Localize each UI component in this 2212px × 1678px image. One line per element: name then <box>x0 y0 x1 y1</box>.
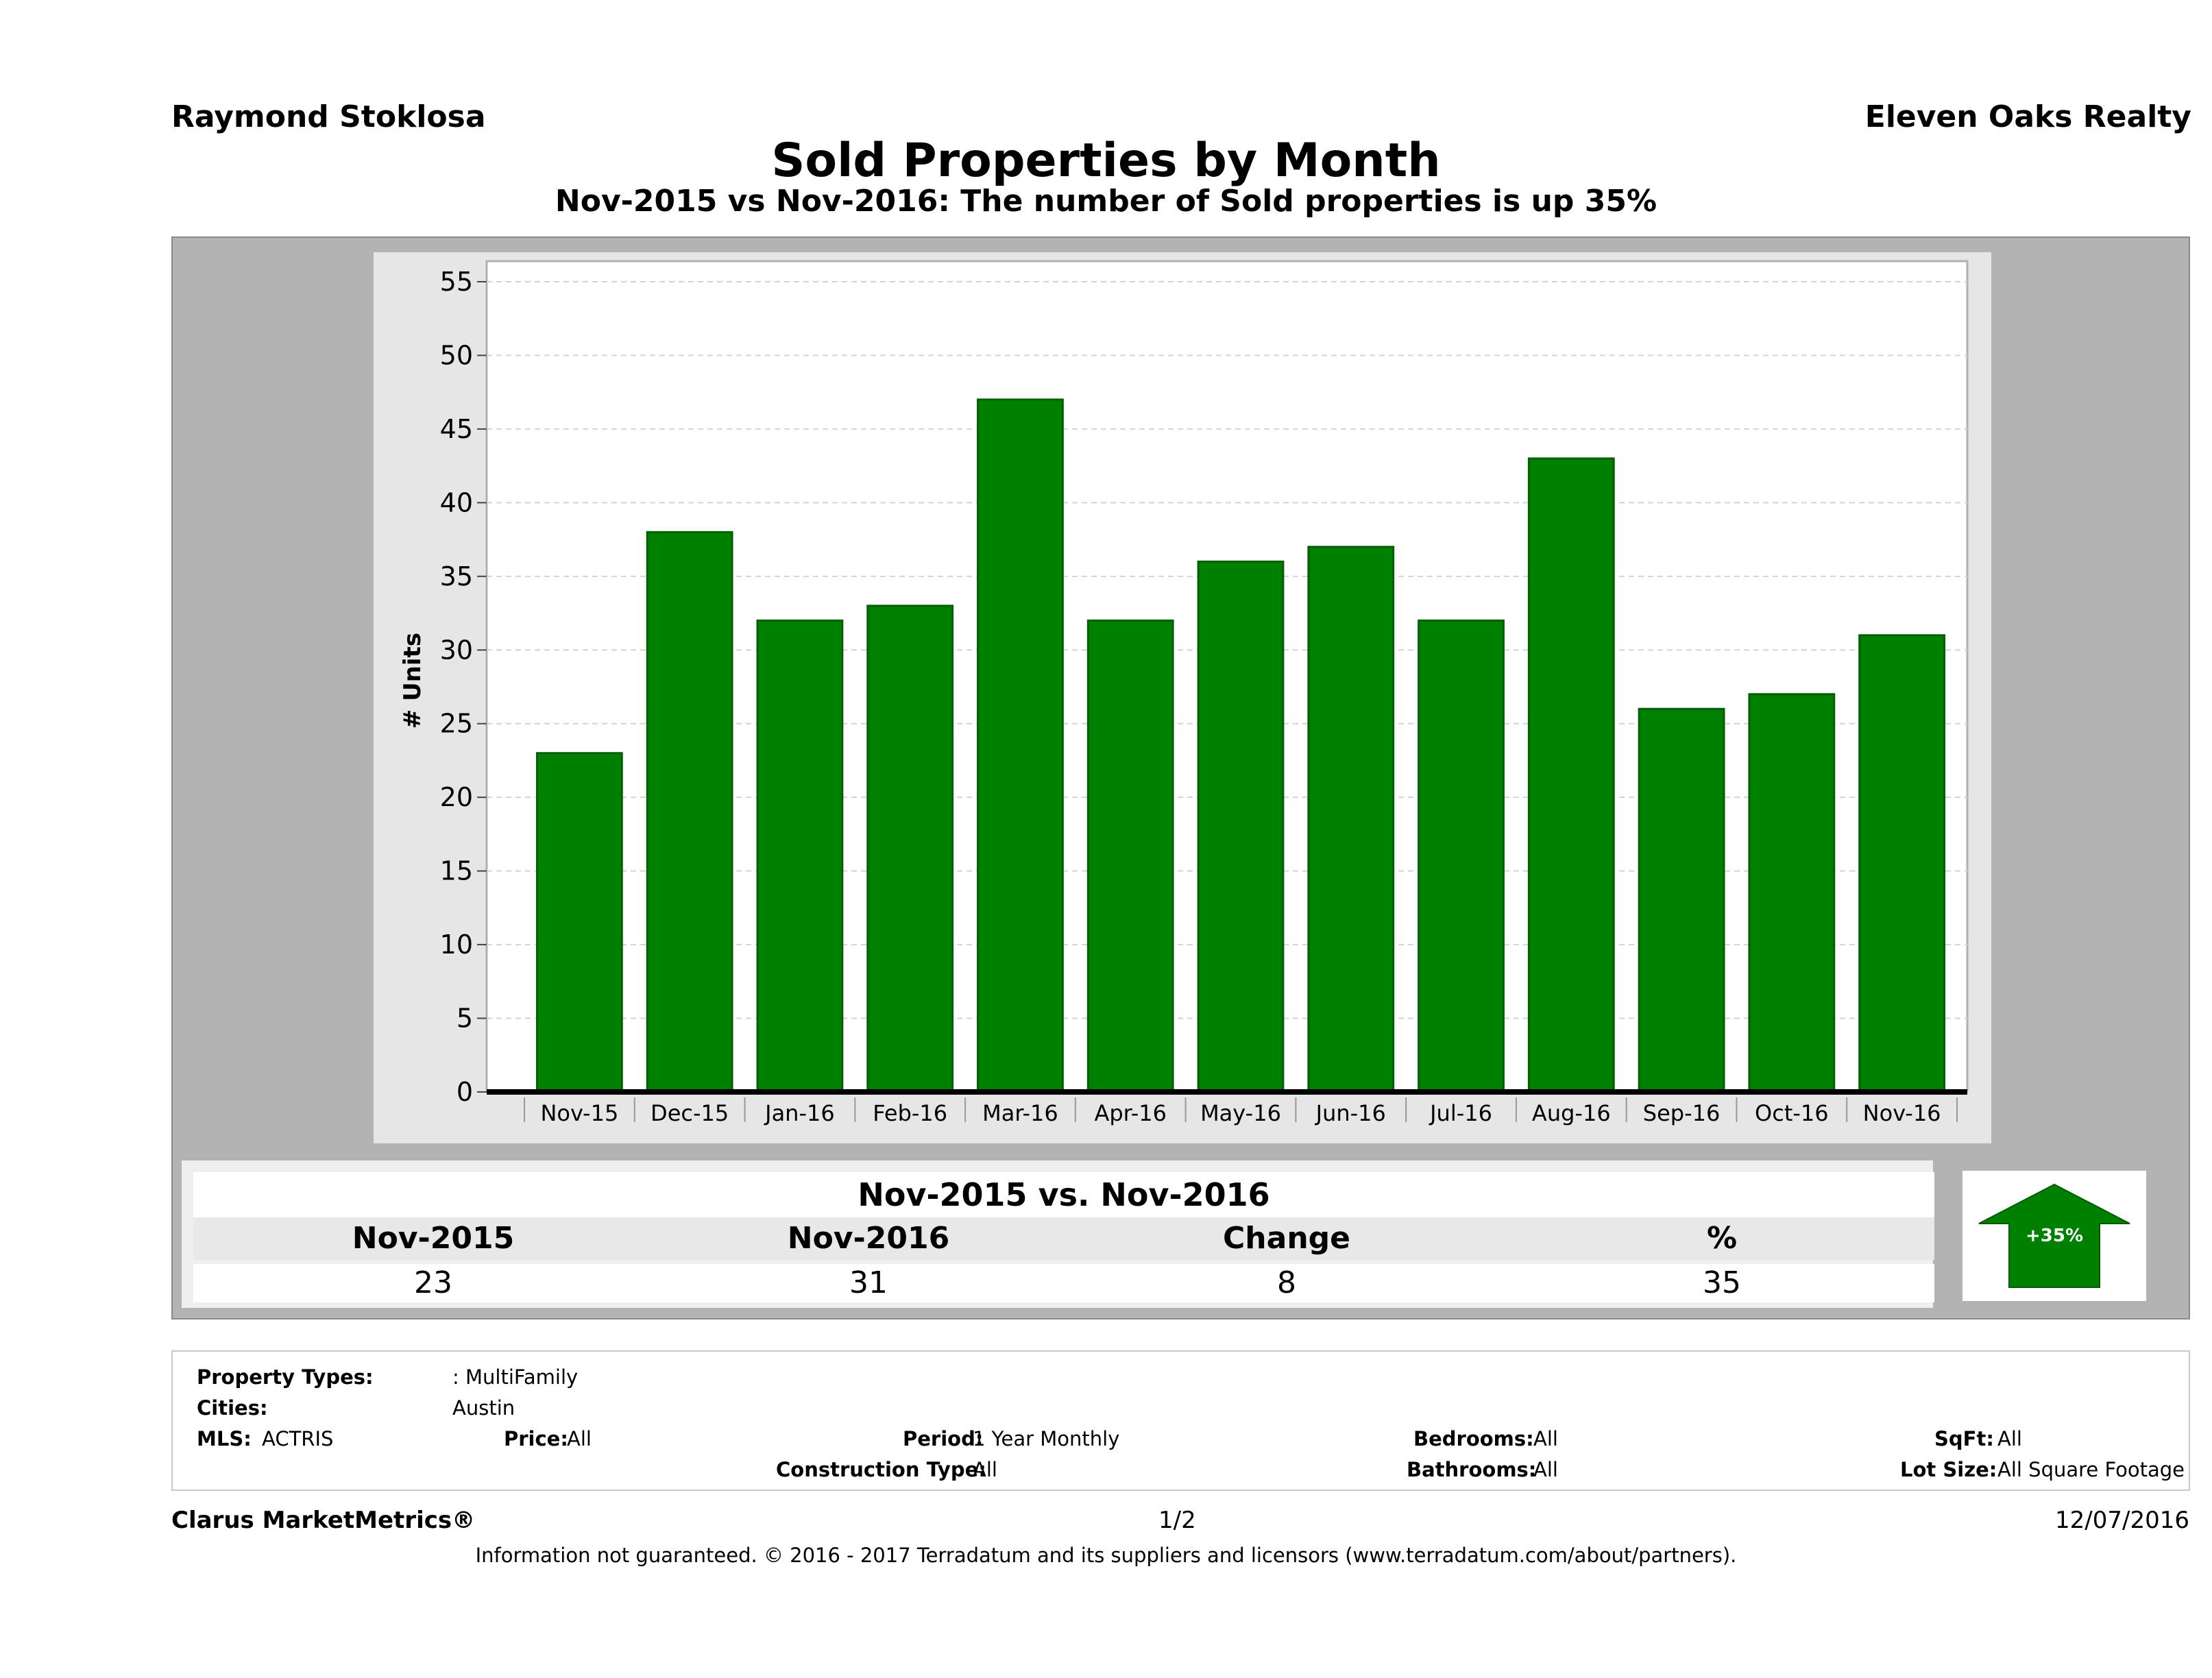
bedrooms-label: Bedrooms: <box>1413 1427 1534 1450</box>
value-change: 8 <box>1277 1265 1296 1300</box>
bar <box>1858 634 1946 1093</box>
bathrooms-label: Bathrooms: <box>1407 1458 1537 1481</box>
page-subtitle: Nov-2015 vs Nov-2016: The number of Sold… <box>555 184 1657 219</box>
mls-label: MLS: <box>197 1427 252 1450</box>
disclaimer: Information not guaranteed. © 2016 - 201… <box>475 1544 1737 1567</box>
bar <box>1748 693 1836 1093</box>
property-types-label: Property Types: <box>197 1365 374 1389</box>
y-tick-label: 30 <box>440 635 473 665</box>
bar-chart: 0 5 10 15 20 25 30 35 40 45 50 55 Nov-15 Dec-15 Jan-1… <box>374 252 1991 1143</box>
footer-brand: Clarus MarketMetrics® <box>171 1507 476 1534</box>
construction-type-value: All <box>973 1458 997 1481</box>
sqft-value: All <box>1997 1427 2022 1450</box>
value-start: 23 <box>414 1265 452 1300</box>
bathrooms-value: All <box>1533 1458 1558 1481</box>
price-label: Price: <box>504 1427 568 1450</box>
x-tick-label: Dec-15 <box>651 1100 729 1126</box>
bar <box>1638 707 1725 1093</box>
lot-size-label: Lot Size: <box>1900 1458 1997 1481</box>
agent-name: Raymond Stoklosa <box>171 99 486 134</box>
y-tick-label: 50 <box>440 340 473 370</box>
x-tick-label: Aug-16 <box>1532 1100 1611 1126</box>
y-tick-label: 10 <box>440 929 473 960</box>
lot-size-value: All Square Footage <box>1997 1458 2185 1481</box>
x-tick-label: Nov-16 <box>1863 1100 1941 1126</box>
y-tick-label: 25 <box>440 709 473 739</box>
col-header-change: Change <box>1223 1221 1350 1256</box>
bar <box>535 752 623 1093</box>
comparison-heading: Nov-2015 vs. Nov-2016 <box>193 1172 1934 1217</box>
y-tick-label: 5 <box>457 1004 473 1034</box>
property-types-value: : MultiFamily <box>452 1365 579 1389</box>
y-tick-label: 15 <box>440 856 473 886</box>
x-tick-label: Jan-16 <box>764 1100 835 1126</box>
cities-value: Austin <box>452 1396 515 1420</box>
badge-text: +35% <box>2026 1226 2083 1246</box>
y-axis-label: # Units <box>399 633 426 729</box>
value-percent: 35 <box>1703 1265 1741 1300</box>
bar <box>646 531 733 1093</box>
construction-type-label: Construction Type: <box>776 1458 986 1481</box>
col-header-percent: % <box>1706 1221 1738 1256</box>
bar <box>1197 560 1285 1093</box>
x-tick-label: Sep-16 <box>1643 1100 1721 1126</box>
bar <box>977 398 1064 1093</box>
value-end: 31 <box>849 1265 888 1300</box>
bar <box>1527 457 1615 1093</box>
page-title: Sold Properties by Month <box>771 134 1441 188</box>
change-badge: +35% <box>1962 1171 2146 1301</box>
bar <box>1418 619 1505 1093</box>
bedrooms-value: All <box>1533 1427 1558 1450</box>
col-header-start: Nov-2015 <box>352 1221 515 1256</box>
report-date: 12/07/2016 <box>2055 1507 2189 1534</box>
x-tick-label: Jun-16 <box>1315 1100 1386 1126</box>
page-number: 1/2 <box>1158 1507 1196 1534</box>
bar <box>1307 546 1395 1093</box>
period-label: Period: <box>903 1427 984 1450</box>
x-tick-label: Jul-16 <box>1429 1100 1492 1126</box>
bar <box>866 605 954 1093</box>
y-tick-label: 35 <box>440 561 473 592</box>
sqft-label: SqFt: <box>1934 1427 1994 1450</box>
up-arrow-icon <box>1978 1183 2130 1288</box>
y-tick-label: 0 <box>457 1077 473 1107</box>
price-value: All <box>567 1427 592 1450</box>
comparison-columns: Nov-2015 Nov-2016 Change % <box>193 1217 1934 1260</box>
comparison-values: 23 31 8 35 <box>193 1264 1934 1302</box>
col-header-end: Nov-2016 <box>787 1221 950 1256</box>
bar <box>1086 619 1174 1093</box>
y-tick-label: 20 <box>440 782 473 812</box>
mls-value: ACTRIS <box>262 1427 334 1450</box>
y-tick-label: 55 <box>440 267 473 297</box>
y-tick-label: 40 <box>440 487 473 518</box>
x-tick-label: Mar-16 <box>982 1100 1058 1126</box>
x-tick-label: Oct-16 <box>1755 1100 1829 1126</box>
x-tick-label: Feb-16 <box>873 1100 947 1126</box>
x-tick-label: Apr-16 <box>1094 1100 1167 1126</box>
company-name: Eleven Oaks Realty <box>1864 99 2191 134</box>
cities-label: Cities: <box>197 1396 268 1420</box>
y-axis-ticks: 0 5 10 15 20 25 30 35 40 45 50 55 <box>440 267 487 1107</box>
x-axis-ticks: Nov-15 Dec-15 Jan-16 Feb-16 Mar-16 Apr-16 May-… <box>524 1097 1958 1126</box>
filter-summary: Property Types: : MultiFamily Cities: Au… <box>171 1350 2190 1491</box>
x-tick-label: Nov-15 <box>540 1100 618 1126</box>
y-tick-label: 45 <box>440 414 473 444</box>
period-value: 1 Year Monthly <box>973 1427 1120 1450</box>
x-tick-label: May-16 <box>1200 1100 1281 1126</box>
bar <box>756 619 844 1093</box>
